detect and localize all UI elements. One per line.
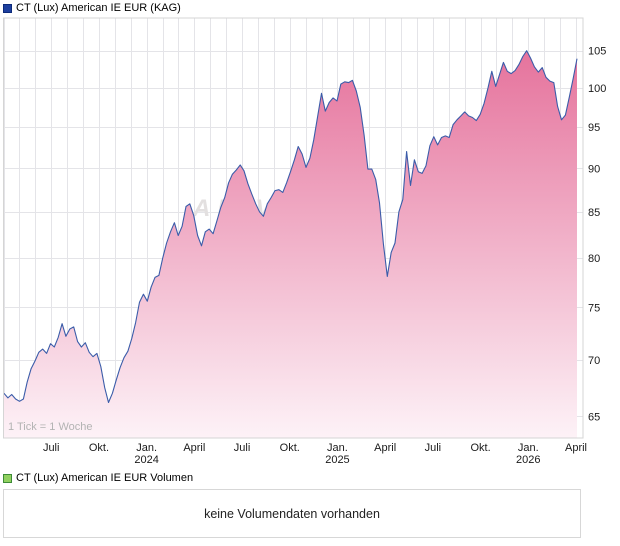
x-axis-label: Juli xyxy=(43,442,60,454)
x-axis-label: Juli xyxy=(425,442,442,454)
y-axis-label: 75 xyxy=(588,302,600,314)
y-axis-labels: 105 100 95 90 85 80 75 70 65 xyxy=(588,46,606,424)
y-axis-label: 95 xyxy=(588,122,600,134)
volume-chart-legend: CT (Lux) American IE EUR Volumen xyxy=(3,473,193,484)
y-axis-label: 90 xyxy=(588,163,600,175)
x-axis-sublabel: 2024 xyxy=(134,454,158,466)
y-axis-label: 70 xyxy=(588,355,600,367)
volume-series-swatch-icon xyxy=(3,474,12,483)
volume-empty-message: keine Volumendaten vorhanden xyxy=(204,506,380,521)
plot-border xyxy=(3,17,584,439)
x-axis-label: Okt. xyxy=(470,442,490,454)
x-axis-label: Jan. xyxy=(327,442,348,454)
volume-empty-panel: keine Volumendaten vorhanden xyxy=(3,489,581,538)
price-chart-legend: CT (Lux) American IE EUR (KAG) xyxy=(3,3,181,14)
tick-interval-note: 1 Tick = 1 Woche xyxy=(8,421,93,433)
x-axis-label: April xyxy=(565,442,587,454)
y-axis-label: 105 xyxy=(588,46,606,58)
price-line xyxy=(3,50,578,404)
price-chart-plot: ARIVA.DE10510095908580757065JuliOkt.Jan.… xyxy=(3,17,606,466)
y-axis-label: 85 xyxy=(588,207,600,219)
y-axis-label: 65 xyxy=(588,411,600,423)
price-series-swatch-icon xyxy=(3,4,12,13)
x-axis-label: April xyxy=(374,442,396,454)
price-chart-title: CT (Lux) American IE EUR (KAG) xyxy=(16,2,181,14)
x-axis-sublabel: 2026 xyxy=(516,454,540,466)
x-axis-sublabel: 2025 xyxy=(325,454,349,466)
y-axis-label: 80 xyxy=(588,253,600,265)
price-area xyxy=(4,50,577,438)
volume-chart-title: CT (Lux) American IE EUR Volumen xyxy=(16,472,194,484)
y-axis-label: 100 xyxy=(588,83,606,95)
x-axis-label: April xyxy=(183,442,205,454)
x-axis-label: Juli xyxy=(234,442,251,454)
x-axis-label: Okt. xyxy=(280,442,300,454)
x-axis-label: Jan. xyxy=(518,442,539,454)
x-axis-label: Jan. xyxy=(136,442,157,454)
x-axis-label: Okt. xyxy=(89,442,109,454)
